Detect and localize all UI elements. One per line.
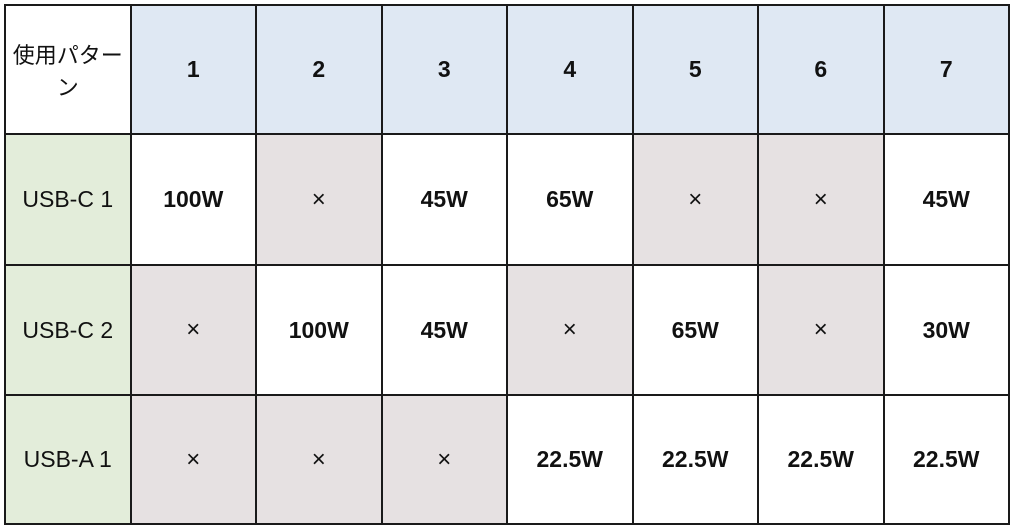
column-header-3: 3 [380, 4, 508, 135]
unavailable-cell: × [757, 133, 885, 266]
power-cell: 100W [129, 133, 257, 266]
column-header-2: 2 [255, 4, 383, 135]
table-row: USB-C 1 100W × 45W 65W × × 45W [4, 133, 1010, 266]
unavailable-cell: × [631, 133, 759, 266]
power-cell: 45W [380, 264, 508, 396]
power-cell: 65W [631, 264, 759, 396]
unavailable-cell: × [129, 394, 257, 525]
power-cell: 45W [882, 133, 1010, 266]
row-label: USB-C 2 [4, 264, 132, 396]
power-cell: 22.5W [631, 394, 759, 525]
column-header-1: 1 [129, 4, 257, 135]
row-label: USB-A 1 [4, 394, 132, 525]
unavailable-cell: × [129, 264, 257, 396]
power-cell: 100W [255, 264, 383, 396]
power-cell: 22.5W [882, 394, 1010, 525]
column-header-4: 4 [506, 4, 634, 135]
unavailable-cell: × [255, 133, 383, 266]
row-label: USB-C 1 [4, 133, 132, 266]
power-cell: 22.5W [757, 394, 885, 525]
power-cell: 30W [882, 264, 1010, 396]
column-header-7: 7 [882, 4, 1010, 135]
column-header-5: 5 [631, 4, 759, 135]
corner-header: 使用パターン [4, 4, 132, 135]
unavailable-cell: × [255, 394, 383, 525]
unavailable-cell: × [506, 264, 634, 396]
column-header-6: 6 [757, 4, 885, 135]
power-cell: 45W [380, 133, 508, 266]
table-row: USB-A 1 × × × 22.5W 22.5W 22.5W 22.5W [4, 394, 1010, 525]
unavailable-cell: × [757, 264, 885, 396]
power-cell: 65W [506, 133, 634, 266]
unavailable-cell: × [380, 394, 508, 525]
power-cell: 22.5W [506, 394, 634, 525]
table-row: USB-C 2 × 100W 45W × 65W × 30W [4, 264, 1010, 396]
